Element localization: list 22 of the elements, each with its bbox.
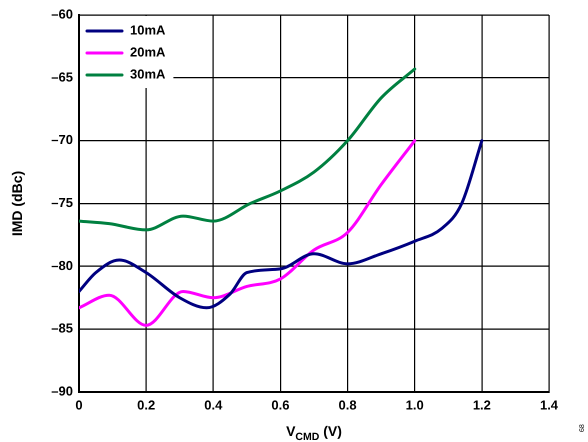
line-series bbox=[79, 68, 416, 232]
legend-label: 30mA bbox=[130, 66, 166, 82]
line-series bbox=[79, 139, 416, 327]
legend-label: 10mA bbox=[130, 22, 166, 38]
x-tick-label: 0.4 bbox=[204, 397, 224, 412]
y-tick-label: –90 bbox=[51, 384, 73, 399]
x-tick-label: 1.2 bbox=[472, 397, 491, 412]
legend-label: 20mA bbox=[130, 44, 166, 60]
y-tick-label: –65 bbox=[51, 69, 73, 84]
x-tick-label: 0.8 bbox=[338, 397, 357, 412]
x-tick-label: 0 bbox=[75, 397, 83, 412]
x-tick-label: 1.4 bbox=[540, 397, 559, 412]
x-tick-label: 1.0 bbox=[406, 397, 424, 412]
line-series bbox=[79, 139, 484, 310]
x-tick-label: 0.6 bbox=[271, 397, 290, 412]
y-tick-label: –75 bbox=[51, 195, 73, 210]
x-tick-label: 0.2 bbox=[137, 397, 156, 412]
y-tick-label: –85 bbox=[51, 320, 73, 336]
y-tick-label: –60 bbox=[51, 6, 73, 22]
y-tick-label: –80 bbox=[51, 258, 73, 273]
y-tick-label: –70 bbox=[51, 132, 73, 148]
y-axis-title: IMD (dBc) bbox=[9, 170, 25, 236]
